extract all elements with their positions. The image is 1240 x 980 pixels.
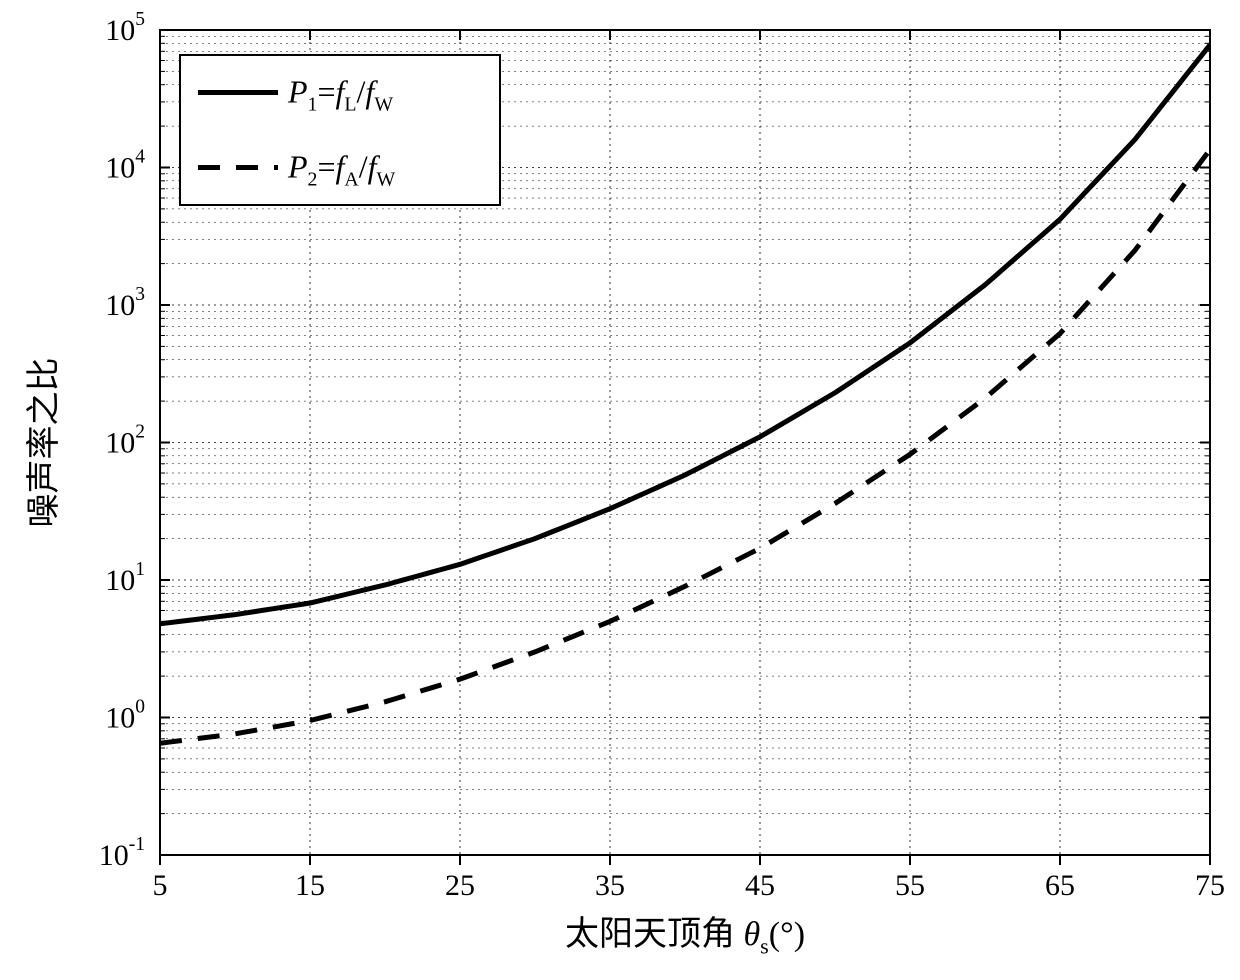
x-axis-label: 太阳天顶角 θs(°) — [565, 915, 805, 959]
x-tick-label: 75 — [1195, 869, 1225, 902]
x-tick-label: 35 — [595, 869, 625, 902]
x-tick-label: 65 — [1045, 869, 1075, 902]
x-tick-label: 15 — [295, 869, 325, 902]
x-tick-label: 5 — [153, 869, 168, 902]
x-tick-label: 25 — [445, 869, 475, 902]
x-tick-label: 45 — [745, 869, 775, 902]
chart-container: 51525354555657510-1100101102103104105太阳天… — [0, 0, 1240, 980]
x-tick-label: 55 — [895, 869, 925, 902]
y-axis-label: 噪声率之比 — [25, 358, 63, 528]
chart: 51525354555657510-1100101102103104105太阳天… — [0, 0, 1240, 980]
